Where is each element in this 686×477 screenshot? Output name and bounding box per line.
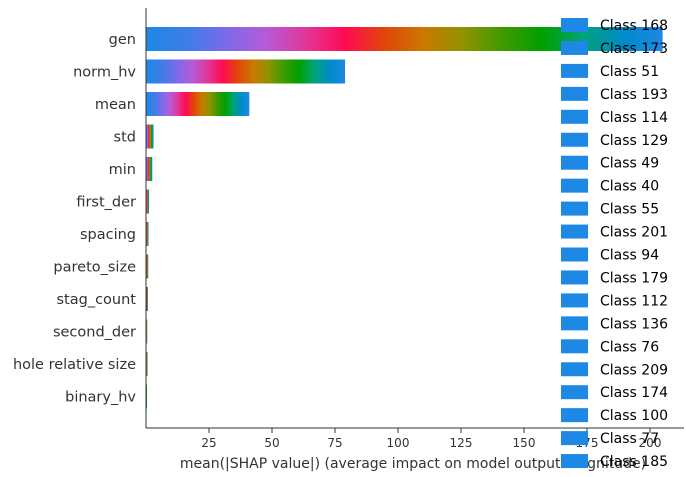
legend-swatch: [561, 247, 588, 262]
ytick-label-gen: gen: [109, 32, 136, 48]
legend-swatch: [561, 178, 588, 193]
bar-pareto_size: [146, 254, 149, 279]
xtick-label: 50: [264, 436, 279, 450]
legend-swatch: [561, 109, 588, 124]
ytick-label-pareto_size: pareto_size: [53, 260, 136, 276]
legend-label: Class 112: [600, 293, 668, 309]
legend-label: Class 136: [600, 316, 668, 332]
legend-label: Class 179: [600, 270, 668, 286]
legend-label: Class 185: [600, 454, 668, 470]
ytick-label-hole-relative-size: hole relative size: [13, 357, 136, 373]
legend-label: Class 94: [600, 248, 659, 264]
legend-label: Class 209: [600, 362, 668, 378]
legend-swatch: [561, 362, 588, 377]
legend-label: Class 49: [600, 156, 659, 172]
legend-swatch: [561, 316, 588, 331]
legend-swatch: [561, 293, 588, 308]
xtick-label: 150: [513, 436, 536, 450]
legend-label: Class 173: [600, 41, 668, 57]
legend-label: Class 174: [600, 385, 668, 401]
legend-swatch: [561, 270, 588, 285]
legend-swatch: [561, 408, 588, 423]
legend-swatch: [561, 385, 588, 400]
ytick-label-norm_hv: norm_hv: [73, 65, 136, 81]
bar-stag_count: [146, 287, 149, 311]
legend-label: Class 100: [600, 408, 668, 424]
ytick-label-mean: mean: [95, 97, 136, 113]
legend-label: Class 114: [600, 110, 668, 126]
legend-label: Class 129: [600, 133, 668, 149]
bar-spacing: [146, 222, 149, 246]
legend-label: Class 40: [600, 179, 659, 195]
ytick-label-second_der: second_der: [53, 325, 136, 341]
bar-mean: [146, 92, 250, 116]
legend-swatch: [561, 132, 588, 147]
bar-second_der: [146, 319, 148, 344]
legend-swatch: [561, 155, 588, 170]
xtick-label: 75: [327, 436, 342, 450]
xtick-label: 125: [450, 436, 473, 450]
bar-min: [146, 157, 153, 181]
legend-swatch: [561, 339, 588, 354]
legend-swatch: [561, 18, 588, 32]
ytick-label-stag_count: stag_count: [57, 292, 137, 308]
legend-label: Class 51: [600, 64, 659, 80]
legend-swatch: [561, 86, 588, 101]
legend-swatch: [561, 40, 588, 55]
legend-label: Class 76: [600, 339, 659, 355]
bar-norm_hv: [146, 59, 346, 84]
xtick-label: 200: [639, 436, 662, 450]
ytick-label-first_der: first_der: [76, 195, 136, 211]
legend-swatch: [561, 201, 588, 216]
xtick-label: 25: [201, 436, 216, 450]
ytick-label-std: std: [114, 130, 136, 146]
x-axis-title: mean(|SHAP value|) (average impact on mo…: [180, 456, 646, 472]
ytick-label-min: min: [109, 162, 136, 178]
legend-label: Class 168: [600, 18, 668, 34]
ytick-label-spacing: spacing: [80, 227, 136, 243]
legend-swatch: [561, 63, 588, 78]
xtick-label: 100: [387, 436, 410, 450]
bar-hole-relative-size: [146, 352, 148, 376]
legend-swatch: [561, 454, 588, 469]
bar-std: [146, 124, 154, 149]
legend-label: Class 193: [600, 87, 668, 103]
bar-first_der: [146, 189, 150, 214]
legend-swatch: [561, 224, 588, 239]
legend-label: Class 77: [600, 431, 659, 447]
legend-label: Class 201: [600, 225, 668, 241]
ytick-label-binary_hv: binary_hv: [65, 390, 136, 406]
legend-swatch: [561, 431, 588, 446]
legend-label: Class 55: [600, 202, 659, 218]
